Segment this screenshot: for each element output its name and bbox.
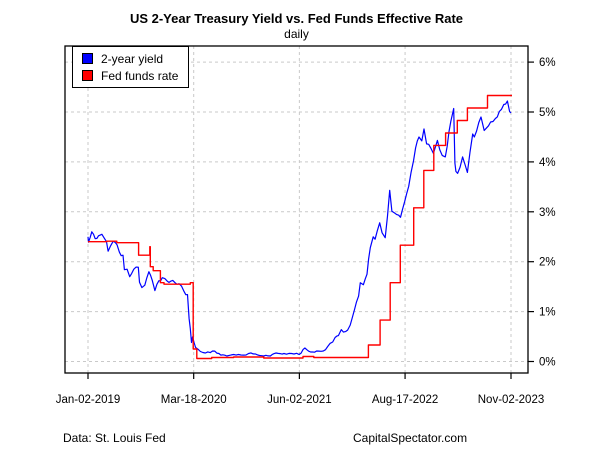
legend-box: 2-year yield Fed funds rate — [72, 46, 189, 88]
legend-swatch-fed-funds — [82, 70, 93, 81]
svg-text:Aug-17-2022: Aug-17-2022 — [372, 394, 439, 406]
svg-text:2%: 2% — [539, 257, 556, 269]
svg-text:Jan-02-2019: Jan-02-2019 — [56, 394, 121, 406]
legend-swatch-2yr-yield — [82, 53, 93, 64]
svg-text:6%: 6% — [539, 57, 556, 69]
svg-text:Nov-02-2023: Nov-02-2023 — [478, 394, 544, 406]
svg-text:1%: 1% — [539, 307, 556, 319]
svg-text:3%: 3% — [539, 207, 556, 219]
svg-text:5%: 5% — [539, 107, 556, 119]
svg-text:Mar-18-2020: Mar-18-2020 — [161, 394, 227, 406]
svg-text:0%: 0% — [539, 357, 556, 369]
site-credit: CapitalSpectator.com — [353, 431, 468, 445]
legend-label-fed-funds: Fed funds rate — [101, 68, 179, 83]
chart-title: US 2-Year Treasury Yield vs. Fed Funds E… — [129, 11, 464, 26]
legend-item-fed-funds: Fed funds rate — [82, 69, 188, 83]
chart-subtitle: daily — [284, 27, 309, 41]
legend-item-2yr-yield: 2-year yield — [82, 52, 188, 66]
legend-label-2yr-yield: 2-year yield — [101, 51, 164, 66]
svg-text:4%: 4% — [539, 157, 556, 169]
svg-text:Jun-02-2021: Jun-02-2021 — [267, 394, 332, 406]
data-source-note: Data: St. Louis Fed — [63, 431, 166, 445]
